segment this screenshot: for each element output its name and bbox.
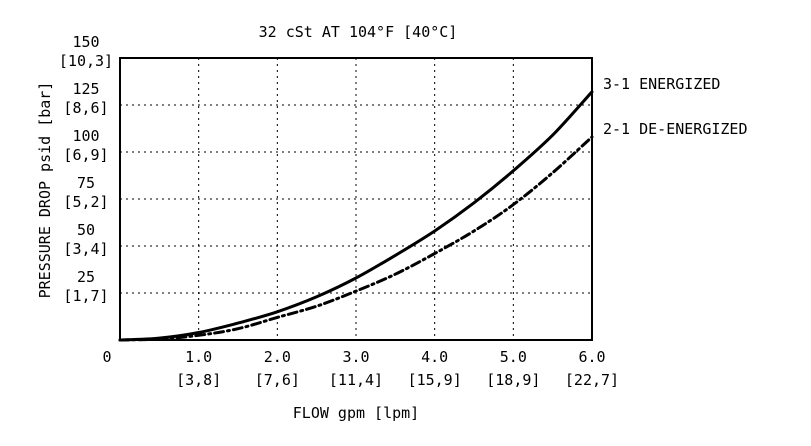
y-tick-metric-label: [3,4] [63, 240, 108, 258]
y-tick-label: 50 [77, 221, 95, 239]
y-tick-label: 25 [77, 268, 95, 286]
y-tick-label: 150 [72, 33, 99, 51]
y-tick-label: 125 [72, 80, 99, 98]
x-tick-label: 3.0 [342, 348, 369, 366]
chart-title: 32 cSt AT 104°F [40°C] [259, 23, 458, 41]
series-labels: 3-1 ENERGIZED 2-1 DE-ENERGIZED [603, 75, 748, 138]
series-line-2 [118, 135, 594, 342]
x-tick-metric-label: [7,6] [255, 371, 300, 389]
x-tick-metric-label: [11,4] [329, 371, 383, 389]
series-line-1 [118, 90, 594, 342]
series-label-2: 2-1 DE-ENERGIZED [603, 120, 748, 138]
x-tick-metric-label: [3,8] [176, 371, 221, 389]
x-tick-label: 4.0 [421, 348, 448, 366]
series-label-1: 3-1 ENERGIZED [603, 75, 720, 93]
x-tick-label: 2.0 [264, 348, 291, 366]
plot-frame [119, 57, 593, 341]
y-tick-metric-label: [1,7] [63, 287, 108, 305]
x-axis-label: FLOW gpm [lpm] [293, 404, 419, 422]
grid-lines [120, 58, 592, 340]
y-tick-metric-label: [8,6] [63, 99, 108, 117]
x-tick-label: 1.0 [185, 348, 212, 366]
tick-labels: 0 1.0 [3,8] 2.0 [7,6] 3.0 [11,4] 4.0 [15,9] 5.0 [1… [59, 33, 619, 389]
x-tick-metric-label: [18,9] [486, 371, 540, 389]
x-tick-label: 0 [102, 348, 111, 366]
y-tick-metric-label: [6,9] [63, 146, 108, 164]
y-axis-label: PRESSURE DROP psid [bar] [36, 82, 54, 299]
y-tick-metric-label: [5,2] [63, 193, 108, 211]
x-tick-metric-label: [22,7] [565, 371, 619, 389]
x-tick-label: 6.0 [578, 348, 605, 366]
y-tick-label: 75 [77, 174, 95, 192]
x-tick-metric-label: [15,9] [408, 371, 462, 389]
series-lines [118, 90, 594, 342]
y-tick-label: 100 [72, 127, 99, 145]
y-tick-metric-label: [10,3] [59, 52, 113, 70]
x-tick-label: 5.0 [500, 348, 527, 366]
